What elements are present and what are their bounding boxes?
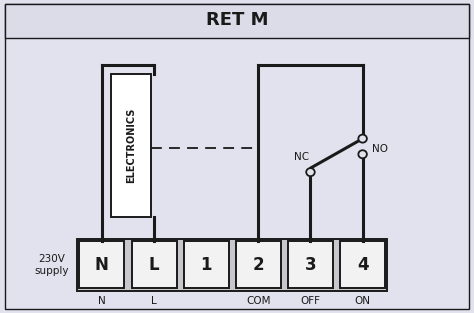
- Bar: [132, 241, 176, 288]
- Bar: [340, 241, 385, 288]
- Text: 4: 4: [357, 256, 368, 274]
- Bar: [5, 4, 469, 38]
- Text: N: N: [98, 296, 106, 306]
- Bar: [79, 241, 124, 288]
- Text: RET M: RET M: [206, 11, 268, 29]
- Text: COM: COM: [246, 296, 271, 306]
- Text: 2: 2: [253, 256, 264, 274]
- Circle shape: [306, 168, 315, 176]
- Bar: [77, 239, 387, 291]
- Bar: [184, 241, 228, 288]
- Text: ON: ON: [355, 296, 371, 306]
- Text: 3: 3: [305, 256, 316, 274]
- Circle shape: [358, 150, 367, 158]
- Text: 1: 1: [201, 256, 212, 274]
- Text: L: L: [151, 296, 157, 306]
- Bar: [236, 241, 281, 288]
- Text: 230V
supply: 230V supply: [35, 254, 69, 276]
- Text: NC: NC: [294, 152, 310, 162]
- Text: NO: NO: [372, 144, 388, 154]
- Circle shape: [358, 135, 367, 143]
- Text: N: N: [95, 256, 109, 274]
- Bar: [111, 74, 151, 217]
- Text: L: L: [149, 256, 159, 274]
- Text: ELECTRONICS: ELECTRONICS: [126, 108, 136, 183]
- Text: OFF: OFF: [301, 296, 320, 306]
- Bar: [288, 241, 333, 288]
